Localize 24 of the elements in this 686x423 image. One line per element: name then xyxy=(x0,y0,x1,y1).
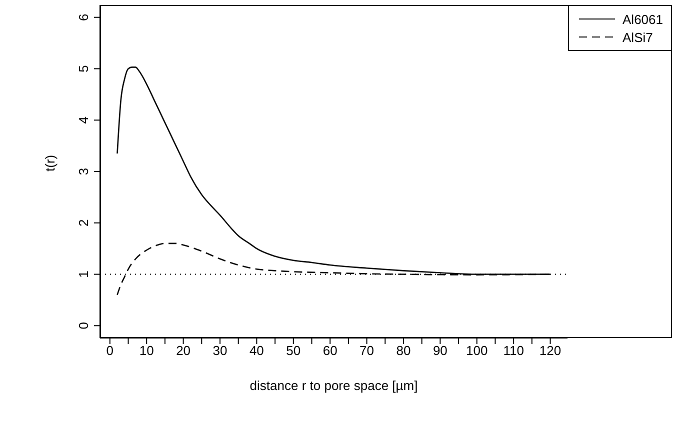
x-tick-label: 40 xyxy=(249,343,264,358)
x-tick-label: 30 xyxy=(212,343,228,358)
x-tick-label: 20 xyxy=(176,343,191,358)
x-tick-label: 110 xyxy=(503,343,524,358)
x-tick-label: 120 xyxy=(539,343,562,358)
y-tick-label: 0 xyxy=(76,322,91,330)
y-axis-title: t(r) xyxy=(42,154,58,172)
x-tick-label: 10 xyxy=(139,343,154,358)
y-tick-label: 1 xyxy=(76,270,91,278)
y-tick-label: 6 xyxy=(76,14,91,21)
legend-label: AlSi7 xyxy=(622,30,653,44)
x-tick-label: 50 xyxy=(286,343,301,358)
y-tick-label: 5 xyxy=(76,65,91,72)
y-tick-label: 3 xyxy=(76,168,91,176)
x-tick-label: 60 xyxy=(322,343,338,358)
legend-label: Al6061 xyxy=(622,12,663,26)
y-tick-label: 2 xyxy=(76,219,91,227)
x-tick-label: 80 xyxy=(396,343,411,358)
x-tick-label: 100 xyxy=(466,343,488,358)
x-tick-label: 70 xyxy=(360,343,374,358)
y-tick-label: 4 xyxy=(76,116,91,124)
x-tick-label: 90 xyxy=(432,343,448,358)
x-axis-title: distance r to pore space [µm] xyxy=(250,378,418,393)
x-tick-label: 0 xyxy=(106,343,114,358)
